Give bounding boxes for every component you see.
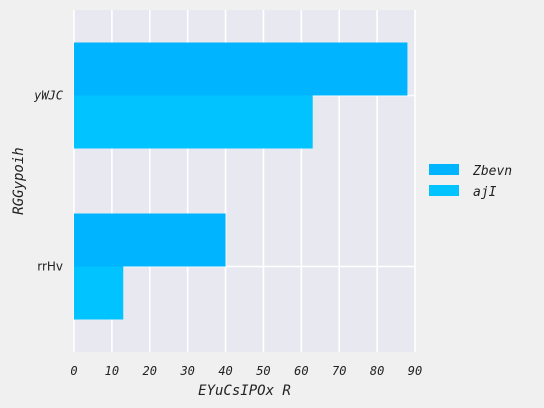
x-tick-label: 80 <box>370 364 384 378</box>
legend-swatch-ajI <box>429 185 459 196</box>
bar-ajI-rrHv <box>74 266 124 320</box>
x-tick-label: 90 <box>408 364 422 378</box>
x-tick-label: 40 <box>218 364 232 378</box>
legend-label-Zbevn: Zbevn <box>472 164 512 179</box>
bars <box>74 42 408 320</box>
x-tick-label: 60 <box>294 364 308 378</box>
legend-swatch-Zbevn <box>429 164 459 175</box>
x-tick-label: 20 <box>143 364 157 378</box>
y-tick-label: yWJC <box>33 89 64 103</box>
x-tick-labels: 0 10 20 30 40 50 60 70 80 90 <box>70 364 422 378</box>
x-tick-label: 50 <box>256 364 270 378</box>
x-tick-label: 0 <box>70 364 77 378</box>
x-tick-label: 10 <box>105 364 119 378</box>
legend-label-ajI: ajI <box>473 185 497 200</box>
bar-Zbevn-rrHv <box>74 213 226 267</box>
y-tick-label: rrHv <box>37 260 63 274</box>
x-tick-label: 30 <box>179 364 194 378</box>
bar-Zbevn-yWJC <box>74 42 408 96</box>
y-axis-label: RGGypoih <box>11 147 27 214</box>
x-axis-label: EYuCsIPOx R <box>198 383 291 399</box>
y-tick-labels: rrHv yWJC <box>33 89 64 274</box>
legend: Zbevn ajI <box>429 164 512 200</box>
bar-ajI-yWJC <box>74 95 313 149</box>
x-tick-label: 70 <box>332 364 346 378</box>
